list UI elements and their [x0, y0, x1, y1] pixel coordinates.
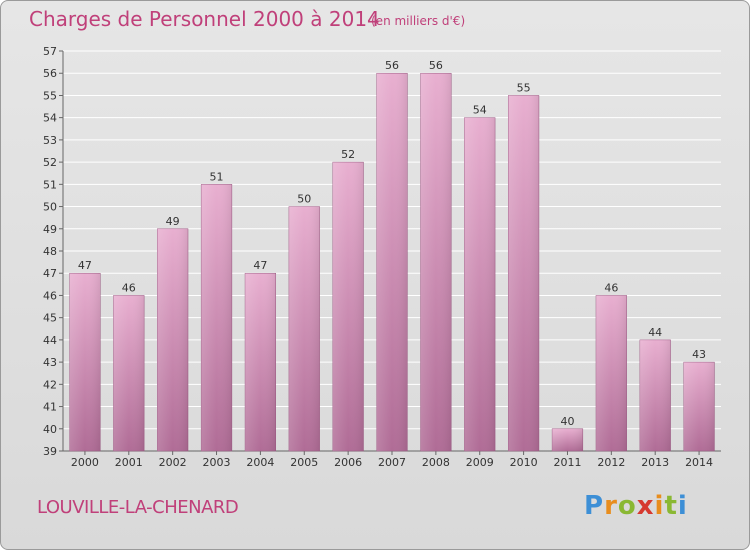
- bar-shine: [639, 339, 671, 451]
- data-label: 40: [560, 415, 574, 428]
- bar-shine: [508, 95, 539, 451]
- y-tick-label: 51: [43, 178, 57, 191]
- data-label: 44: [648, 326, 662, 339]
- bar-shine: [288, 206, 320, 451]
- bar-shine: [683, 362, 715, 451]
- data-label: 52: [341, 148, 355, 161]
- y-tick-label: 39: [43, 445, 57, 458]
- data-label: 47: [78, 259, 92, 272]
- x-tick-label: 2003: [203, 456, 231, 469]
- logo-letter: i: [677, 491, 688, 521]
- x-tick-label: 2002: [159, 456, 187, 469]
- proxiti-logo: Proxiti: [584, 491, 688, 521]
- bar-shine: [420, 73, 452, 451]
- bar-shine: [113, 295, 145, 451]
- labels-layer: 39 40 41 42 43 44 45 46 47 48 49 50 51 52 53 54 55 56 57 20…: [43, 45, 713, 469]
- chart-title: Charges de Personnel 2000 à 2014: [29, 7, 380, 31]
- y-tick-label: 55: [43, 89, 57, 102]
- y-tick-label: 40: [43, 423, 57, 436]
- logo-letter: t: [664, 491, 678, 521]
- x-tick-label: 2011: [553, 456, 581, 469]
- bar-shine: [552, 428, 583, 451]
- y-tick-label: 53: [43, 134, 57, 147]
- x-tick-label: 2013: [641, 456, 669, 469]
- data-label: 46: [604, 281, 618, 294]
- logo-letter: P: [584, 491, 605, 521]
- logo-letter: i: [654, 491, 665, 521]
- x-tick-label: 2012: [597, 456, 625, 469]
- chart-subtitle: (en milliers d'€): [371, 14, 466, 28]
- data-label: 50: [297, 193, 311, 206]
- bar-shine: [201, 184, 232, 452]
- logo-letter: r: [604, 491, 618, 521]
- bars-layer: [69, 72, 715, 452]
- x-tick-label: 2010: [510, 456, 538, 469]
- data-label: 46: [122, 281, 136, 294]
- bar-shine: [595, 295, 627, 451]
- bar-shine: [69, 273, 101, 451]
- data-label: 43: [692, 348, 706, 361]
- bar-shine: [376, 73, 408, 451]
- y-tick-label: 56: [43, 67, 57, 80]
- y-tick-label: 45: [43, 312, 57, 325]
- data-label: 54: [473, 104, 487, 117]
- data-label: 56: [429, 59, 443, 72]
- data-label: 55: [517, 81, 531, 94]
- y-tick-label: 42: [43, 378, 57, 391]
- x-tick-label: 2006: [334, 456, 362, 469]
- x-tick-label: 2014: [685, 456, 713, 469]
- y-tick-label: 44: [43, 334, 57, 347]
- x-tick-label: 2005: [290, 456, 318, 469]
- data-label: 51: [210, 170, 224, 183]
- data-label: 47: [253, 259, 267, 272]
- y-tick-label: 41: [43, 401, 57, 414]
- y-tick-label: 49: [43, 223, 57, 236]
- y-tick-label: 43: [43, 356, 57, 369]
- logo-letter: x: [636, 491, 655, 521]
- data-label: 49: [166, 215, 180, 228]
- x-tick-label: 2000: [71, 456, 99, 469]
- bar-shine: [464, 117, 496, 452]
- y-tick-label: 50: [43, 201, 57, 214]
- y-tick-label: 57: [43, 45, 57, 58]
- commune-name: LOUVILLE-LA-CHENARD: [37, 497, 239, 518]
- bar-shine: [245, 273, 276, 451]
- x-tick-label: 2008: [422, 456, 450, 469]
- y-tick-label: 46: [43, 289, 57, 302]
- logo-letter: o: [617, 491, 637, 521]
- y-tick-label: 52: [43, 156, 57, 169]
- y-tick-label: 54: [43, 112, 57, 125]
- bar-shine: [332, 162, 364, 451]
- y-tick-label: 48: [43, 245, 57, 258]
- x-tick-label: 2004: [246, 456, 274, 469]
- x-tick-label: 2007: [378, 456, 406, 469]
- x-tick-label: 2001: [115, 456, 143, 469]
- x-tick-label: 2009: [466, 456, 494, 469]
- data-label: 56: [385, 59, 399, 72]
- y-tick-label: 47: [43, 267, 57, 280]
- bar-shine: [157, 228, 189, 451]
